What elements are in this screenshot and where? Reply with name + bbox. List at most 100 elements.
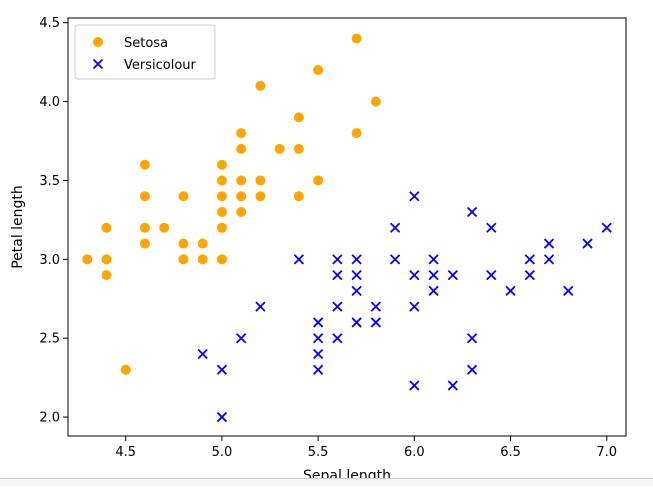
setosa-point bbox=[313, 65, 324, 76]
versicolour-point bbox=[216, 411, 228, 423]
y-tick-label: 3.5 bbox=[39, 174, 60, 189]
versicolour-point bbox=[370, 317, 381, 328]
window-bottom-edge bbox=[0, 478, 653, 486]
versicolour-point bbox=[313, 333, 324, 344]
versicolour-point bbox=[313, 348, 324, 360]
setosa-point bbox=[274, 143, 285, 154]
versicolour-point bbox=[582, 238, 593, 249]
versicolour-point bbox=[293, 254, 305, 265]
setosa-point bbox=[139, 222, 150, 233]
legend-label: Versicolour bbox=[124, 58, 197, 73]
setosa-point bbox=[101, 270, 112, 281]
setosa-point bbox=[236, 128, 247, 139]
setosa-point bbox=[216, 254, 227, 265]
versicolour-point bbox=[447, 269, 458, 281]
versicolour-point bbox=[255, 301, 266, 312]
setosa-point bbox=[255, 191, 266, 202]
y-tick-label: 2.0 bbox=[39, 411, 60, 426]
versicolour-point bbox=[505, 285, 516, 297]
y-tick-label: 2.5 bbox=[39, 332, 60, 347]
setosa-point bbox=[178, 254, 189, 265]
versicolour-point bbox=[409, 191, 420, 202]
x-tick-label: 5.0 bbox=[212, 445, 233, 460]
versicolour-point bbox=[409, 301, 420, 312]
setosa-point bbox=[216, 207, 227, 218]
setosa-point bbox=[139, 191, 150, 202]
versicolour-point bbox=[543, 238, 555, 249]
setosa-point bbox=[255, 80, 266, 91]
setosa-point bbox=[139, 238, 150, 249]
y-tick-label: 4.0 bbox=[39, 95, 60, 110]
versicolour-point bbox=[524, 269, 535, 281]
y-tick-label: 3.0 bbox=[39, 253, 60, 268]
setosa-point bbox=[216, 159, 227, 170]
x-tick-label: 4.5 bbox=[115, 445, 136, 460]
versicolour-point bbox=[447, 380, 458, 391]
x-axis-ticks: 4.5 5.0 5.5 6.0 6.5 7.0 bbox=[115, 436, 617, 460]
setosa-point bbox=[313, 175, 324, 186]
legend-items: Setosa Versicolour bbox=[92, 36, 197, 73]
legend-label: Setosa bbox=[124, 36, 168, 51]
versicolour-point bbox=[351, 285, 362, 297]
versicolour-point bbox=[486, 269, 497, 281]
versicolour-point bbox=[197, 348, 208, 360]
versicolour-point bbox=[351, 254, 362, 265]
setosa-point bbox=[236, 207, 247, 218]
setosa-point bbox=[101, 222, 112, 233]
setosa-point bbox=[216, 191, 227, 202]
versicolour-point bbox=[601, 222, 612, 233]
setosa-point bbox=[216, 175, 227, 186]
versicolour-point bbox=[563, 285, 574, 297]
setosa-point bbox=[139, 159, 150, 170]
setosa-point bbox=[255, 175, 266, 186]
versicolour-point bbox=[428, 254, 439, 265]
versicolour-point bbox=[428, 285, 439, 297]
versicolour-point bbox=[486, 222, 497, 233]
setosa-point bbox=[293, 143, 304, 154]
legend-marker bbox=[93, 37, 103, 47]
legend-entry: Setosa bbox=[93, 36, 168, 51]
versicolour-point bbox=[543, 254, 555, 265]
versicolour-point bbox=[332, 333, 343, 344]
versicolour-point bbox=[466, 333, 478, 344]
setosa-point bbox=[351, 128, 362, 139]
setosa-point bbox=[351, 33, 362, 44]
setosa-point bbox=[120, 364, 131, 375]
setosa-point bbox=[370, 96, 381, 107]
data-marks bbox=[82, 33, 612, 423]
versicolour-point bbox=[351, 317, 362, 328]
versicolour-point bbox=[351, 269, 362, 281]
versicolour-point bbox=[332, 254, 343, 265]
versicolour-point bbox=[313, 364, 324, 375]
setosa-point bbox=[236, 175, 247, 186]
versicolour-point bbox=[409, 269, 420, 281]
setosa-point bbox=[178, 238, 189, 249]
x-tick-label: 5.5 bbox=[308, 445, 329, 460]
setosa-point bbox=[159, 222, 170, 233]
versicolour-point bbox=[428, 269, 439, 281]
x-tick-label: 6.0 bbox=[404, 445, 425, 460]
versicolour-point bbox=[389, 222, 401, 233]
versicolour-point bbox=[313, 317, 324, 328]
setosa-point bbox=[236, 143, 247, 154]
legend: Setosa Versicolour bbox=[74, 24, 216, 80]
x-tick-label: 7.0 bbox=[596, 445, 617, 460]
versicolour-point bbox=[216, 364, 228, 375]
setosa-point bbox=[82, 254, 93, 265]
versicolour-point bbox=[466, 206, 478, 218]
legend-entry: Versicolour bbox=[92, 58, 197, 73]
versicolour-point bbox=[409, 380, 420, 391]
versicolour-point bbox=[524, 254, 535, 265]
versicolour-point bbox=[466, 364, 478, 375]
versicolour-point bbox=[389, 254, 401, 265]
versicolour-series bbox=[197, 191, 612, 423]
x-tick-label: 6.5 bbox=[500, 445, 521, 460]
versicolour-point bbox=[370, 301, 381, 312]
versicolour-point bbox=[332, 301, 343, 312]
y-axis-label: Petal length bbox=[10, 185, 26, 269]
setosa-point bbox=[197, 254, 208, 265]
setosa-point bbox=[197, 238, 208, 249]
setosa-point bbox=[101, 254, 112, 265]
